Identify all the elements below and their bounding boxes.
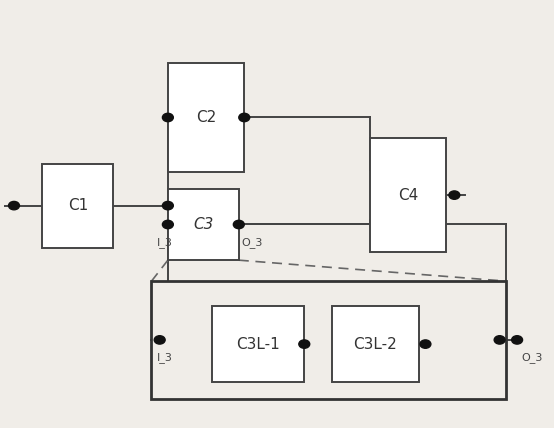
Text: C2: C2 bbox=[196, 110, 216, 125]
Text: O_3: O_3 bbox=[242, 237, 263, 248]
Text: C3: C3 bbox=[193, 217, 213, 232]
Bar bbox=[168, 189, 239, 260]
Text: I_3: I_3 bbox=[157, 353, 173, 363]
Circle shape bbox=[512, 336, 522, 344]
Circle shape bbox=[449, 191, 460, 199]
Circle shape bbox=[239, 113, 250, 122]
Bar bbox=[168, 63, 244, 172]
Circle shape bbox=[233, 220, 244, 229]
Text: O_3: O_3 bbox=[521, 353, 543, 363]
Text: C4: C4 bbox=[398, 187, 418, 202]
Circle shape bbox=[162, 113, 173, 122]
Circle shape bbox=[162, 220, 173, 229]
Bar bbox=[331, 306, 419, 382]
Text: I_3: I_3 bbox=[157, 237, 173, 248]
Bar bbox=[370, 139, 446, 252]
Circle shape bbox=[420, 340, 431, 348]
Text: C3L-2: C3L-2 bbox=[353, 336, 397, 351]
Circle shape bbox=[154, 336, 165, 344]
Circle shape bbox=[162, 202, 173, 210]
Bar bbox=[212, 306, 304, 382]
Circle shape bbox=[8, 202, 19, 210]
Text: C3L-1: C3L-1 bbox=[236, 336, 280, 351]
Bar bbox=[42, 163, 114, 247]
Text: C1: C1 bbox=[68, 198, 88, 213]
Bar bbox=[151, 281, 506, 398]
Circle shape bbox=[299, 340, 310, 348]
Circle shape bbox=[494, 336, 505, 344]
